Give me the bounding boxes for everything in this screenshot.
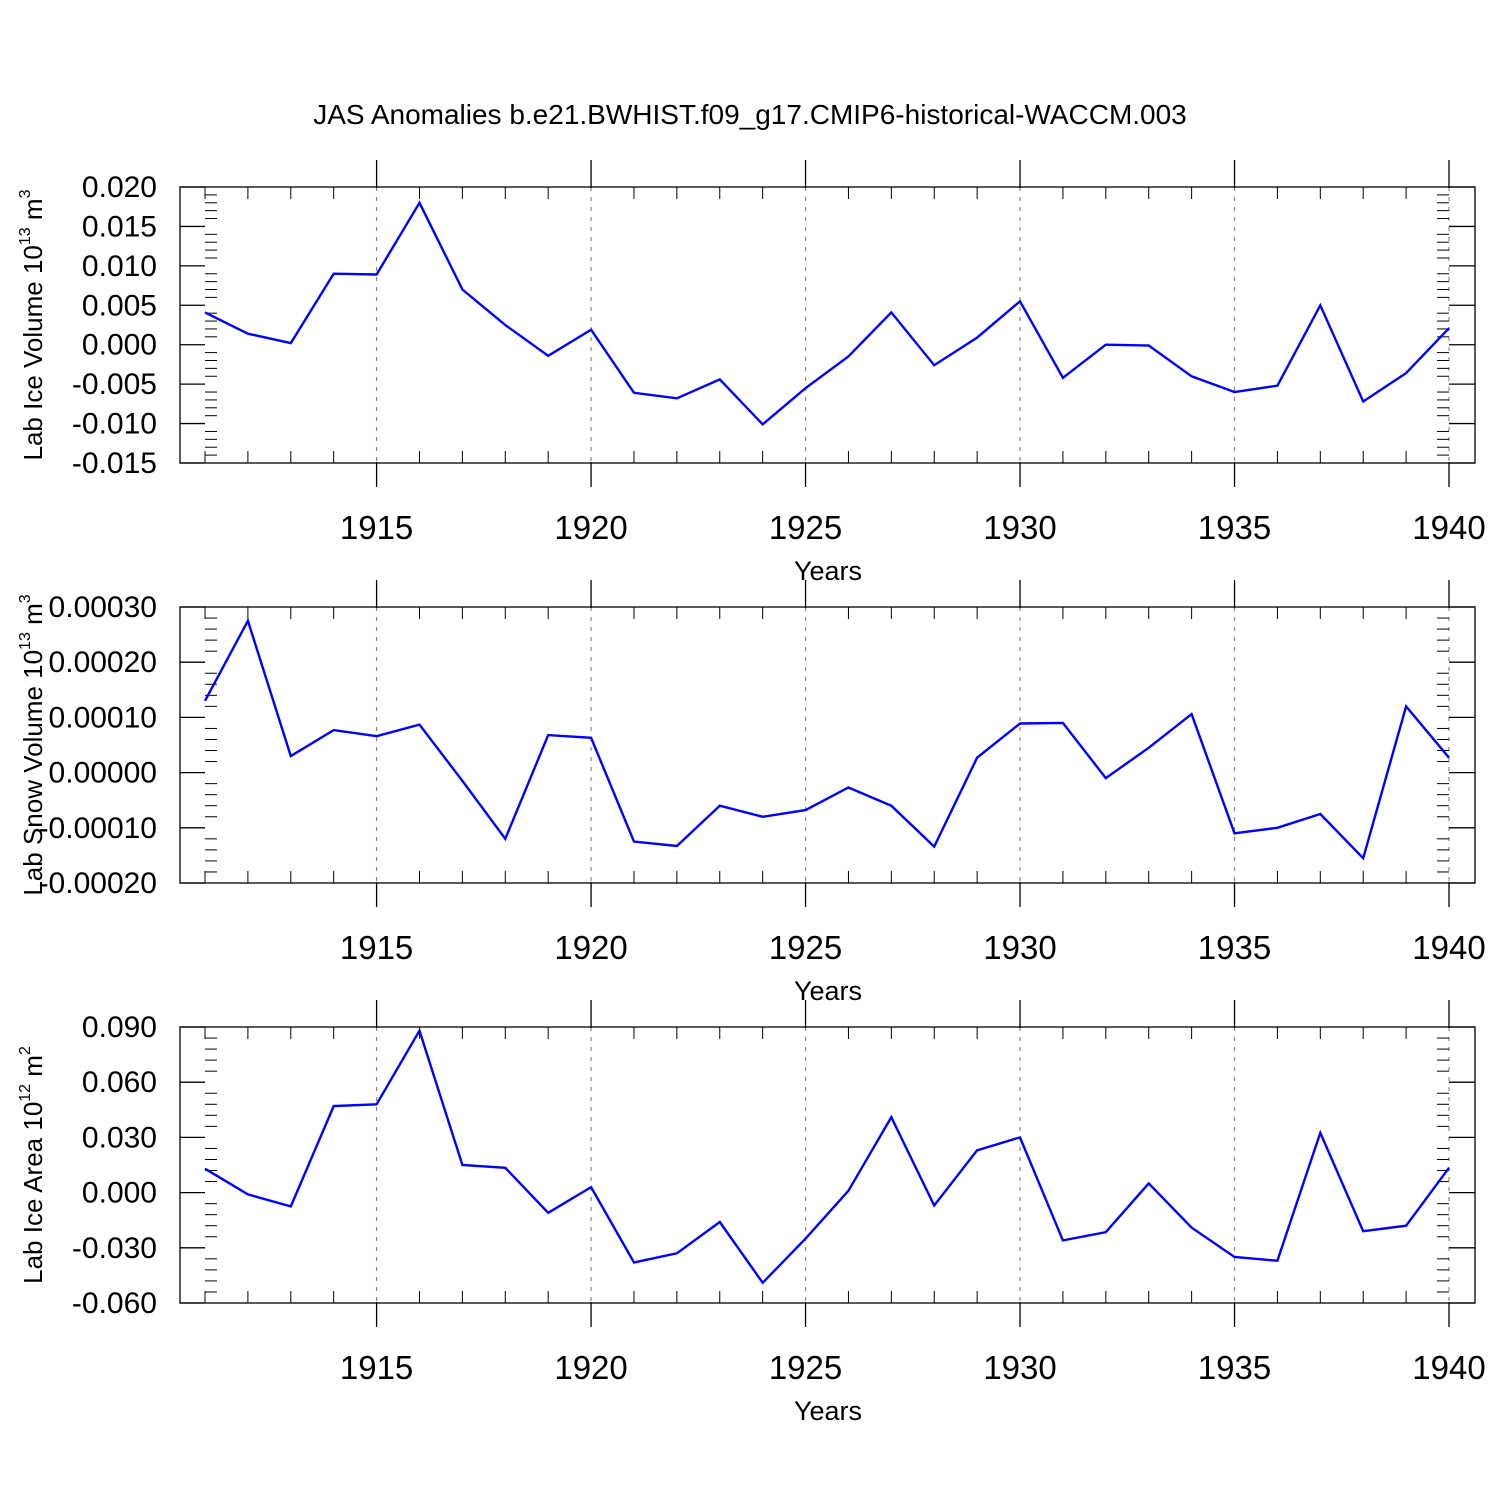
y-tick-label: 0.00000 xyxy=(49,757,157,790)
series-line xyxy=(203,617,1450,861)
y-tick-label: -0.00010 xyxy=(39,812,157,845)
y-tick-label: 0.010 xyxy=(82,250,157,283)
x-grid xyxy=(375,187,1450,463)
y-tick-label: 0.00030 xyxy=(49,591,157,624)
y-axis-label-unit-exponent: 3 xyxy=(17,189,34,198)
x-tick-labels: 1915 1920 1925 1930 1935 1940 xyxy=(340,929,1486,966)
x-tick-label: 1925 xyxy=(769,929,842,966)
series-line xyxy=(204,200,1450,427)
x-tick-label: 1925 xyxy=(769,1349,842,1386)
x-tick-label: 1940 xyxy=(1412,929,1485,966)
y-axis-label: Lab Snow Volume 1013 m3 xyxy=(17,594,48,895)
y-tick-label: 0.000 xyxy=(82,1177,157,1210)
y-axis-label-exponent: 12 xyxy=(17,1084,34,1102)
minor-ticks xyxy=(204,187,1449,463)
figure-title: JAS Anomalies b.e21.BWHIST.f09_g17.CMIP6… xyxy=(313,99,1187,130)
y-axis-label-exponent: 13 xyxy=(17,632,34,650)
y-tick-label: -0.030 xyxy=(72,1232,157,1265)
x-tick-label: 1915 xyxy=(340,1349,413,1386)
x-axis-label: Years xyxy=(794,1396,862,1426)
y-tick-label: -0.015 xyxy=(72,447,157,480)
x-tick-label: 1915 xyxy=(340,509,413,546)
y-tick-labels: 0.020 0.015 0.010 0.005 0.000 -0.005 -0.010 -0.… xyxy=(72,171,157,480)
major-ticks xyxy=(180,160,1475,487)
y-axis-label: Lab Ice Area 1012 m2 xyxy=(17,1046,48,1284)
y-tick-label: 0.015 xyxy=(82,210,157,243)
plot-frame xyxy=(179,186,1476,464)
y-tick-label: 0.00020 xyxy=(49,646,157,679)
y-tick-label: 0.060 xyxy=(82,1066,157,1099)
x-tick-label: 1920 xyxy=(554,1349,627,1386)
y-tick-labels: 0.090 0.060 0.030 0.000 -0.030 -0.060 xyxy=(72,1011,157,1320)
x-grid xyxy=(375,1027,1450,1303)
y-tick-label: 0.00010 xyxy=(49,701,157,734)
x-tick-label: 1940 xyxy=(1412,509,1485,546)
y-axis-label-prefix: Lab Snow Volume 10 xyxy=(18,650,48,896)
y-tick-label: -0.010 xyxy=(72,408,157,441)
y-axis-label-unit: m xyxy=(18,603,48,632)
x-tick-label: 1920 xyxy=(554,929,627,966)
x-grid xyxy=(375,607,1450,883)
panel-ice-volume: 0.020 0.015 0.010 0.005 0.000 -0.005 -0.010 -0.… xyxy=(17,160,1486,586)
y-axis-label-unit-exponent: 2 xyxy=(17,1046,34,1055)
y-tick-label: 0.005 xyxy=(82,289,157,322)
x-axis-label: Years xyxy=(794,556,862,586)
major-ticks xyxy=(180,580,1475,907)
y-tick-label: -0.00020 xyxy=(39,867,157,900)
x-tick-label: 1940 xyxy=(1412,1349,1485,1386)
y-axis-label-unit: m xyxy=(18,1055,48,1084)
y-tick-labels: 0.00030 0.00020 0.00010 0.00000 -0.00010 -0.0… xyxy=(39,591,157,900)
major-ticks xyxy=(180,1000,1475,1327)
x-tick-label: 1930 xyxy=(983,929,1056,966)
y-tick-label: 0.090 xyxy=(82,1011,157,1044)
y-tick-label: 0.000 xyxy=(82,329,157,362)
y-tick-label: -0.005 xyxy=(72,368,157,401)
minor-ticks xyxy=(204,607,1449,883)
y-axis-label-unit-exponent: 3 xyxy=(17,594,34,603)
x-axis-label: Years xyxy=(794,976,862,1006)
x-tick-label: 1935 xyxy=(1198,1349,1271,1386)
x-tick-label: 1915 xyxy=(340,929,413,966)
x-tick-label: 1930 xyxy=(983,1349,1056,1386)
y-tick-label: 0.020 xyxy=(82,171,157,204)
x-tick-label: 1920 xyxy=(554,509,627,546)
x-tick-labels: 1915 1920 1925 1930 1935 1940 xyxy=(340,509,1486,546)
y-axis-label: Lab Ice Volume 1013 m3 xyxy=(17,189,48,460)
panel-snow-volume: 0.00030 0.00020 0.00010 0.00000 -0.00010 -0.0… xyxy=(17,580,1486,1006)
y-axis-label-unit: m xyxy=(18,198,48,227)
x-tick-label: 1930 xyxy=(983,509,1056,546)
plot-frame xyxy=(179,606,1476,884)
minor-ticks xyxy=(204,1027,1449,1303)
x-tick-label: 1935 xyxy=(1198,929,1271,966)
y-axis-label-prefix: Lab Ice Volume 10 xyxy=(18,245,48,460)
y-tick-label: -0.060 xyxy=(72,1287,157,1320)
y-axis-label-exponent: 13 xyxy=(17,227,34,245)
x-tick-label: 1935 xyxy=(1198,509,1271,546)
y-axis-label-prefix: Lab Ice Area 10 xyxy=(18,1102,48,1284)
y-tick-label: 0.030 xyxy=(82,1121,157,1154)
series-line xyxy=(204,1027,1450,1285)
x-tick-label: 1925 xyxy=(769,509,842,546)
x-tick-labels: 1915 1920 1925 1930 1935 1940 xyxy=(340,1349,1486,1386)
panel-ice-area: 0.090 0.060 0.030 0.000 -0.030 -0.060 1915 192… xyxy=(17,1000,1486,1426)
plot-frame xyxy=(179,1026,1476,1304)
